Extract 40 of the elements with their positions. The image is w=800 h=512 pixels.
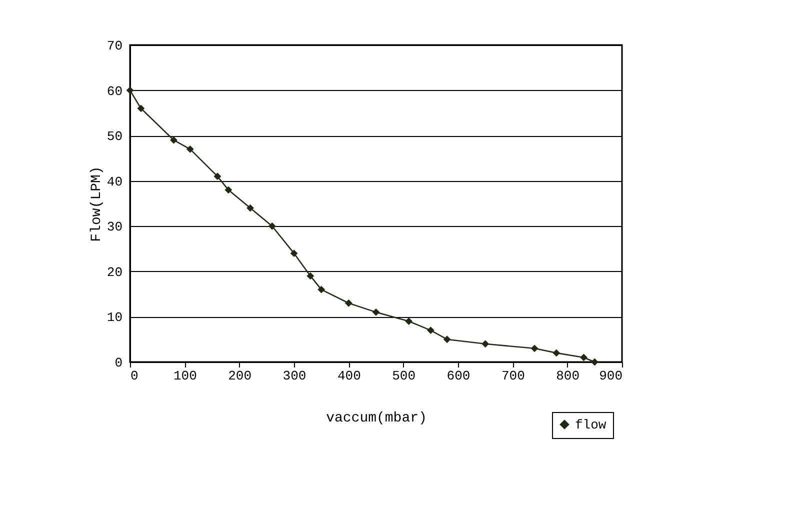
x-tick-label: 900 <box>599 368 622 384</box>
y-tick-label: 0 <box>114 356 122 370</box>
point <box>530 344 538 352</box>
point <box>290 250 298 258</box>
point <box>318 286 326 294</box>
x-tick-label: 700 <box>501 368 525 384</box>
x-tick-label: 100 <box>173 368 197 384</box>
x-tick-label: 400 <box>337 368 361 384</box>
point <box>405 318 413 325</box>
y-tick-label: 50 <box>106 129 122 144</box>
point <box>443 336 451 344</box>
x-tick-label: 500 <box>392 368 416 384</box>
point <box>344 299 352 307</box>
point <box>186 145 194 153</box>
point <box>552 349 560 357</box>
x-tick-label: 0 <box>130 368 138 384</box>
y-tick-label: 60 <box>106 84 122 99</box>
y-tick-label: 30 <box>106 220 122 235</box>
y-tick-label: 10 <box>106 310 122 326</box>
y-tick-label: 40 <box>106 174 122 190</box>
point <box>224 186 232 194</box>
point <box>590 358 598 366</box>
point <box>482 340 490 348</box>
x-tick-label: 800 <box>556 368 580 384</box>
point <box>170 136 178 144</box>
point <box>580 354 588 362</box>
x-tick-label: 600 <box>446 368 470 384</box>
x-axis-title: vaccum(mbar) <box>326 410 427 426</box>
y-axis-title: Flow(LPM) <box>88 166 105 242</box>
point <box>306 272 314 280</box>
point <box>372 308 380 316</box>
x-tick-label: 300 <box>282 368 306 384</box>
point <box>426 326 434 334</box>
x-tick-label: 200 <box>228 368 252 384</box>
y-tick-label: 20 <box>106 264 122 280</box>
legend-label: flow <box>575 418 606 432</box>
point <box>268 222 276 230</box>
point <box>137 104 145 112</box>
point <box>214 172 222 180</box>
y-tick-label: 70 <box>106 38 122 54</box>
